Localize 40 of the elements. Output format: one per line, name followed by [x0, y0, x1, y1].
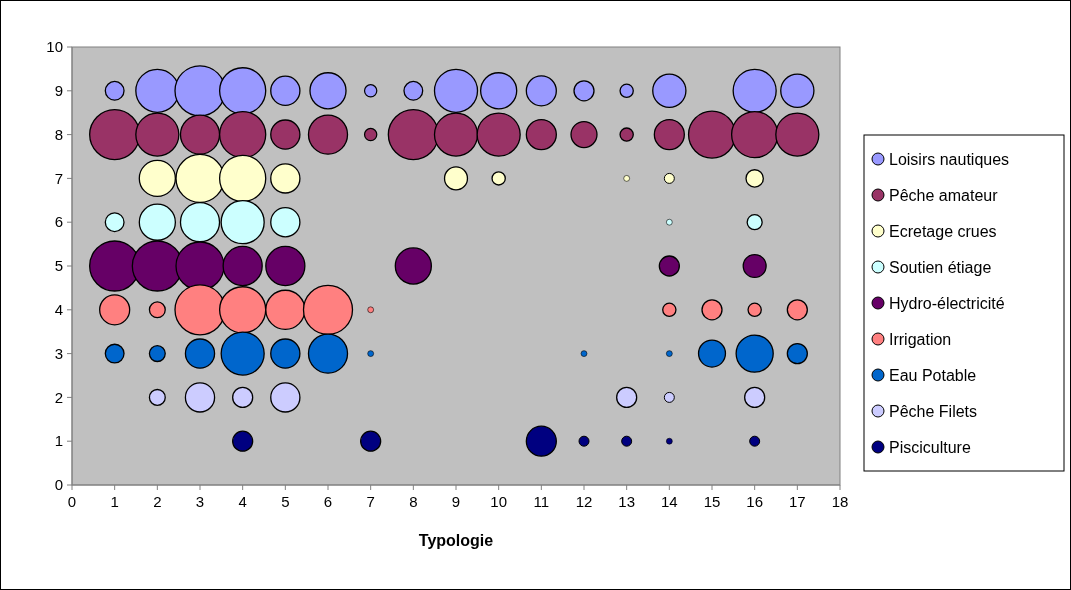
y-tick-label: 5 [54, 257, 63, 275]
x-tick-label: 15 [703, 493, 721, 510]
x-tick-label: 7 [366, 493, 375, 510]
x-tick-label: 17 [788, 493, 806, 510]
y-tick-label: 0 [54, 476, 63, 494]
legend-label: Irrigation [889, 330, 952, 348]
x-tick-label: 10 [490, 493, 508, 510]
legend-label: Soutien étiage [889, 258, 992, 276]
x-tick-label: 8 [409, 493, 418, 510]
x-tick-label: 1 [110, 493, 119, 510]
legend-label: Hydro-électricité [889, 294, 1005, 312]
x-tick-label: 9 [451, 493, 461, 510]
y-tick-label: 3 [54, 344, 63, 362]
x-tick-label: 11 [533, 493, 550, 510]
x-tick-label: 3 [195, 493, 205, 510]
x-tick-label: 13 [618, 493, 636, 510]
legend-label: Eau Potable [889, 366, 977, 384]
y-tick-label: 4 [54, 301, 63, 319]
legend-label: Loisirs nautiques [889, 150, 1010, 168]
x-tick-label: 0 [67, 493, 77, 510]
x-tick-label: 4 [238, 493, 247, 510]
y-tick-label: 2 [54, 388, 63, 406]
legend-label: Pisciculture [889, 438, 971, 456]
y-tick-label: 7 [54, 169, 63, 187]
y-tick-label: 9 [54, 82, 63, 100]
x-tick-label: 12 [575, 493, 593, 510]
y-tick-label: 6 [54, 213, 63, 231]
x-tick-label: 16 [746, 493, 764, 510]
y-tick-label: 1 [54, 432, 63, 450]
x-axis-title: Typologie [418, 532, 494, 549]
legend-label: Pêche Filets [889, 402, 978, 420]
y-tick-label: 10 [46, 38, 63, 56]
x-tick-label: 6 [323, 493, 333, 510]
x-tick-label: 5 [281, 493, 290, 510]
x-tick-label: 14 [660, 493, 678, 510]
legend-label: Pêche amateur [889, 186, 999, 204]
y-tick-label: 8 [54, 125, 63, 143]
x-tick-label: 18 [831, 493, 849, 510]
legend-label: Ecretage crues [889, 222, 997, 240]
x-tick-label: 2 [153, 493, 162, 510]
